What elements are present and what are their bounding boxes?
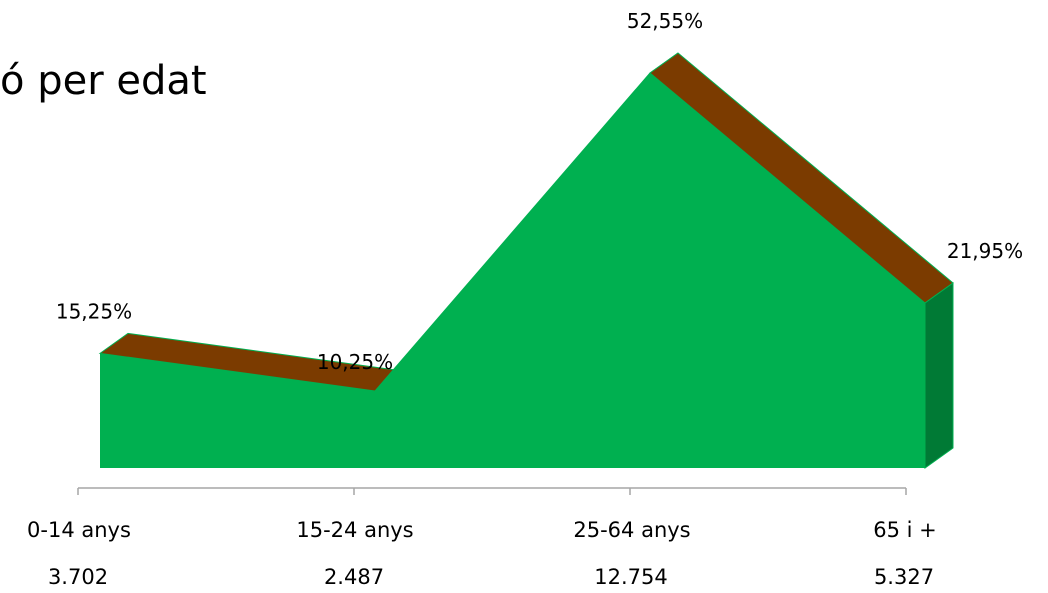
count-label: 5.327 — [874, 565, 934, 589]
page-title: ó per edat — [0, 58, 207, 104]
count-label: 12.754 — [594, 565, 667, 589]
area-layer — [98, 52, 954, 469]
data-label: 15,25% — [56, 299, 132, 323]
count-label: 2.487 — [324, 565, 384, 589]
data-label: 21,95% — [947, 239, 1023, 263]
x-tick-label: 65 i + — [873, 518, 937, 542]
x-tick-label: 15-24 anys — [296, 518, 413, 542]
area-side-face — [924, 282, 954, 469]
count-label: 3.702 — [48, 565, 108, 589]
x-axis — [77, 487, 907, 495]
labels: 15,25% 10,25% 52,55% 21,95% 0-14 anys 15-24 a… — [27, 9, 1023, 589]
data-label: 52,55% — [627, 9, 703, 33]
x-tick-label: 25-64 anys — [573, 518, 690, 542]
data-label: 10,25% — [317, 350, 393, 374]
area-front-face — [100, 73, 925, 468]
x-tick-label: 0-14 anys — [27, 518, 131, 542]
